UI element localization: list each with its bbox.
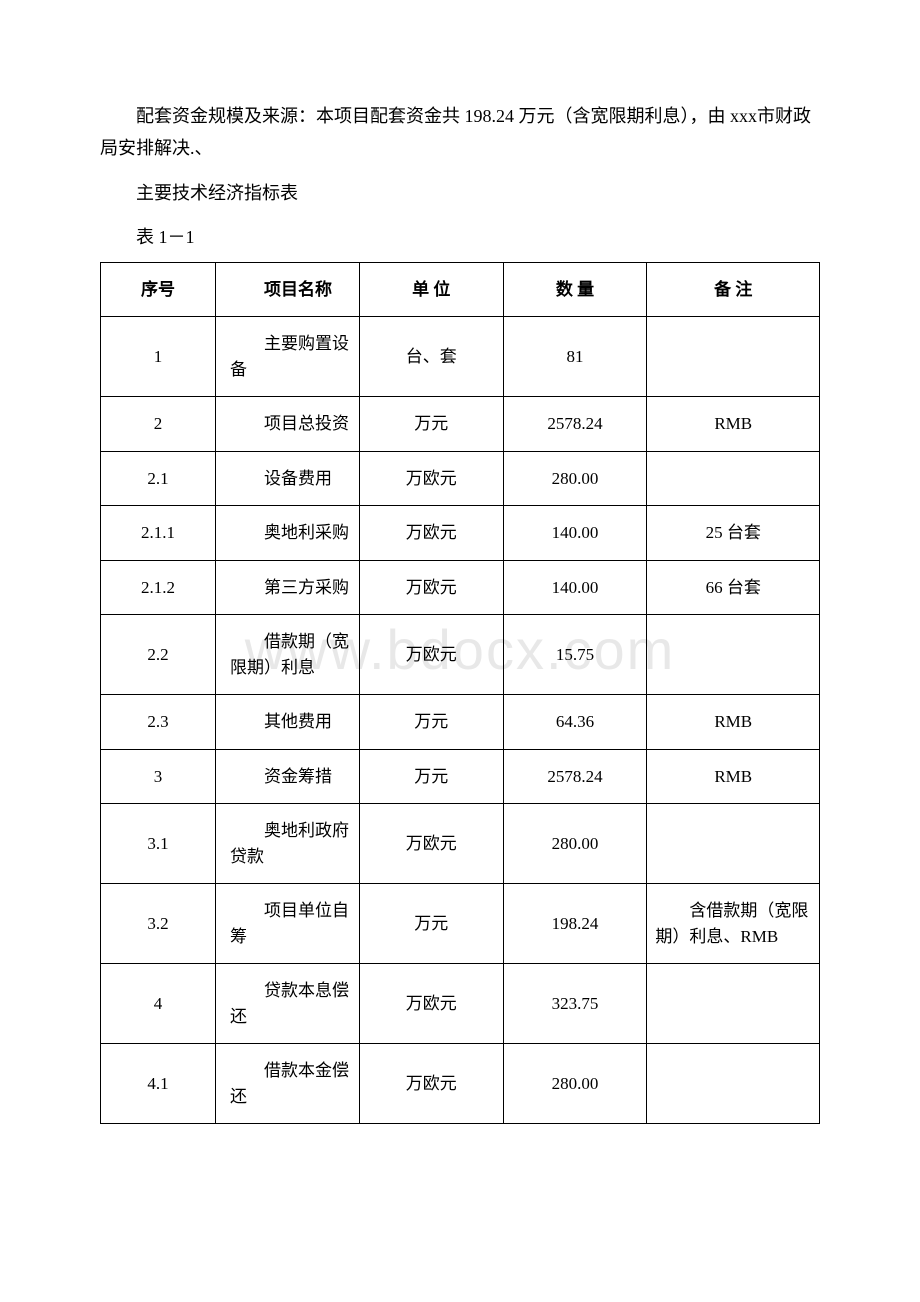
- table-header-row: 序号 项目名称 单 位 数 量 备 注: [101, 262, 820, 317]
- cell-unit: 台、套: [359, 317, 503, 397]
- cell-qty: 15.75: [503, 615, 647, 695]
- cell-name: 其他费用: [216, 695, 360, 750]
- cell-unit: 万欧元: [359, 506, 503, 561]
- cell-qty: 280.00: [503, 1044, 647, 1124]
- cell-seq: 3.2: [101, 884, 216, 964]
- cell-remark: [647, 317, 820, 397]
- cell-qty: 2578.24: [503, 749, 647, 804]
- cell-qty: 280.00: [503, 451, 647, 506]
- cell-name: 项目单位自筹: [216, 884, 360, 964]
- cell-qty: 323.75: [503, 964, 647, 1044]
- cell-seq: 1: [101, 317, 216, 397]
- cell-name: 设备费用: [216, 451, 360, 506]
- cell-seq: 3.1: [101, 804, 216, 884]
- header-name: 项目名称: [216, 262, 360, 317]
- cell-seq: 2.1.2: [101, 560, 216, 615]
- cell-name: 奥地利采购: [216, 506, 360, 561]
- cell-unit: 万欧元: [359, 615, 503, 695]
- cell-name: 资金筹措: [216, 749, 360, 804]
- cell-qty: 198.24: [503, 884, 647, 964]
- cell-name: 项目总投资: [216, 397, 360, 452]
- cell-unit: 万元: [359, 397, 503, 452]
- cell-name: 借款本金偿还: [216, 1044, 360, 1124]
- cell-remark: [647, 451, 820, 506]
- cell-seq: 2.2: [101, 615, 216, 695]
- cell-unit: 万欧元: [359, 451, 503, 506]
- cell-remark: 含借款期（宽限期）利息、RMB: [647, 884, 820, 964]
- table-label: 表 1－1: [100, 221, 820, 253]
- cell-unit: 万元: [359, 695, 503, 750]
- cell-name: 主要购置设备: [216, 317, 360, 397]
- header-remark: 备 注: [647, 262, 820, 317]
- cell-unit: 万元: [359, 749, 503, 804]
- cell-remark: RMB: [647, 397, 820, 452]
- cell-remark: RMB: [647, 749, 820, 804]
- table-row: 2.1.2 第三方采购 万欧元 140.00 66 台套: [101, 560, 820, 615]
- table-row: 4.1 借款本金偿还 万欧元 280.00: [101, 1044, 820, 1124]
- cell-name: 奥地利政府贷款: [216, 804, 360, 884]
- intro-paragraph-1: 配套资金规模及来源：本项目配套资金共 198.24 万元（含宽限期利息），由 x…: [100, 100, 820, 165]
- cell-seq: 2.1.1: [101, 506, 216, 561]
- cell-name: 第三方采购: [216, 560, 360, 615]
- cell-name: 贷款本息偿还: [216, 964, 360, 1044]
- cell-remark: RMB: [647, 695, 820, 750]
- table-row: 2.1 设备费用 万欧元 280.00: [101, 451, 820, 506]
- cell-qty: 81: [503, 317, 647, 397]
- cell-remark: [647, 804, 820, 884]
- cell-name: 借款期（宽限期）利息: [216, 615, 360, 695]
- cell-unit: 万欧元: [359, 1044, 503, 1124]
- cell-qty: 64.36: [503, 695, 647, 750]
- cell-seq: 3: [101, 749, 216, 804]
- intro-paragraph-2: 主要技术经济指标表: [100, 177, 820, 209]
- table-row: 3.1 奥地利政府贷款 万欧元 280.00: [101, 804, 820, 884]
- cell-remark: 66 台套: [647, 560, 820, 615]
- cell-remark: [647, 1044, 820, 1124]
- cell-remark: [647, 964, 820, 1044]
- cell-qty: 140.00: [503, 506, 647, 561]
- indicators-table: 序号 项目名称 单 位 数 量 备 注 1 主要购置设备 台、套 81 2 项目…: [100, 262, 820, 1125]
- table-row: 4 贷款本息偿还 万欧元 323.75: [101, 964, 820, 1044]
- page-content: 配套资金规模及来源：本项目配套资金共 198.24 万元（含宽限期利息），由 x…: [100, 100, 820, 1124]
- cell-qty: 280.00: [503, 804, 647, 884]
- header-seq: 序号: [101, 262, 216, 317]
- table-row: 2.1.1 奥地利采购 万欧元 140.00 25 台套: [101, 506, 820, 561]
- table-row: 3 资金筹措 万元 2578.24 RMB: [101, 749, 820, 804]
- cell-unit: 万欧元: [359, 964, 503, 1044]
- table-body: 1 主要购置设备 台、套 81 2 项目总投资 万元 2578.24 RMB 2…: [101, 317, 820, 1124]
- header-qty: 数 量: [503, 262, 647, 317]
- cell-seq: 2: [101, 397, 216, 452]
- header-unit: 单 位: [359, 262, 503, 317]
- table-row: 2.3 其他费用 万元 64.36 RMB: [101, 695, 820, 750]
- cell-unit: 万元: [359, 884, 503, 964]
- table-row: 3.2 项目单位自筹 万元 198.24 含借款期（宽限期）利息、RMB: [101, 884, 820, 964]
- cell-seq: 2.1: [101, 451, 216, 506]
- table-row: 2 项目总投资 万元 2578.24 RMB: [101, 397, 820, 452]
- cell-remark: 25 台套: [647, 506, 820, 561]
- cell-seq: 4: [101, 964, 216, 1044]
- table-row: 1 主要购置设备 台、套 81: [101, 317, 820, 397]
- cell-qty: 2578.24: [503, 397, 647, 452]
- cell-unit: 万欧元: [359, 560, 503, 615]
- cell-unit: 万欧元: [359, 804, 503, 884]
- cell-qty: 140.00: [503, 560, 647, 615]
- table-row: 2.2 借款期（宽限期）利息 万欧元 15.75: [101, 615, 820, 695]
- cell-remark: [647, 615, 820, 695]
- cell-seq: 2.3: [101, 695, 216, 750]
- cell-seq: 4.1: [101, 1044, 216, 1124]
